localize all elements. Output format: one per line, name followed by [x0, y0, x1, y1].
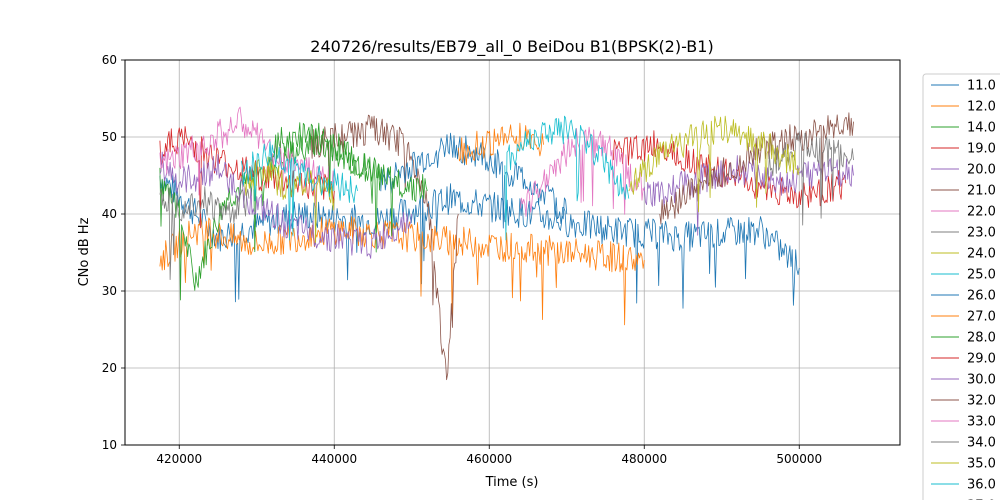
legend-label: 29.0: [967, 352, 996, 367]
x-tick-label: 480000: [621, 452, 667, 466]
series-line-32-0: [659, 112, 854, 225]
legend-label: 26.0: [967, 289, 996, 304]
y-tick-label: 50: [102, 130, 117, 144]
x-tick-label: 440000: [311, 452, 357, 466]
legend-label: 34.0: [967, 436, 996, 451]
legend-label: 25.0: [967, 268, 996, 283]
legend-label: 19.0: [967, 142, 996, 157]
series-line-22-0: [159, 106, 335, 208]
chart-title: 240726/results/EB79_all_0 BeiDou B1(BPSK…: [310, 37, 713, 57]
plot-frame: [124, 59, 901, 446]
legend-label: 14.0: [967, 121, 996, 136]
legend-label: 11.0: [967, 79, 996, 94]
y-tick-label: 20: [102, 361, 117, 375]
series-line-36-0: [504, 115, 630, 241]
series-line-27-0: [457, 122, 544, 166]
legend-label: 12.0: [967, 100, 996, 115]
series-line-28-0: [272, 122, 428, 237]
series-line-25-0: [240, 141, 358, 241]
y-tick-label: 40: [102, 207, 117, 221]
legend-box: [922, 73, 1000, 500]
legend-label: 32.0: [967, 394, 996, 409]
y-tick-label: 60: [102, 53, 117, 67]
legend-label: 33.0: [967, 415, 996, 430]
x-tick-label: 420000: [156, 452, 202, 466]
legend-label: 24.0: [967, 247, 996, 262]
legend-label: 27.0: [967, 310, 996, 325]
series-line-23-0: [159, 186, 250, 281]
legend-label: 35.0: [967, 457, 996, 472]
series-line-12-0: [159, 216, 645, 326]
legend-label: 30.0: [967, 373, 996, 388]
series-line-20-0: [159, 151, 413, 259]
series-line-29-0: [612, 130, 847, 209]
series-line-11-0: [159, 175, 800, 309]
x-tick-label: 460000: [466, 452, 512, 466]
series-line-33-0: [519, 126, 645, 217]
series-line-35-0: [628, 115, 800, 213]
legend-label: 23.0: [967, 226, 996, 241]
legend-label: 20.0: [967, 163, 996, 178]
series-line-24-0: [240, 156, 335, 243]
series-lines: [159, 106, 854, 381]
y-tick-label: 10: [102, 438, 117, 452]
legend-label: 21.0: [967, 184, 996, 199]
y-axis-label: CNo dB Hz: [77, 217, 92, 286]
legend: 11.0 12.0 14.0 19.0 20.0 21.0 22.0 23.0 24.0 25.0…: [922, 73, 1000, 500]
x-tick-label: 500000: [776, 452, 822, 466]
series-line-34-0: [767, 131, 854, 226]
legend-label: 37.0: [967, 499, 996, 500]
y-tick-label: 30: [102, 284, 117, 298]
axis-ticks: 420000 440000 460000 480000 500000 10 20 30 40 50…: [102, 53, 822, 466]
series-line-21-0: [310, 114, 459, 381]
legend-label: 22.0: [967, 205, 996, 220]
legend-label: 28.0: [967, 331, 996, 346]
legend-label: 36.0: [967, 478, 996, 493]
x-axis-label: Time (s): [485, 475, 539, 490]
